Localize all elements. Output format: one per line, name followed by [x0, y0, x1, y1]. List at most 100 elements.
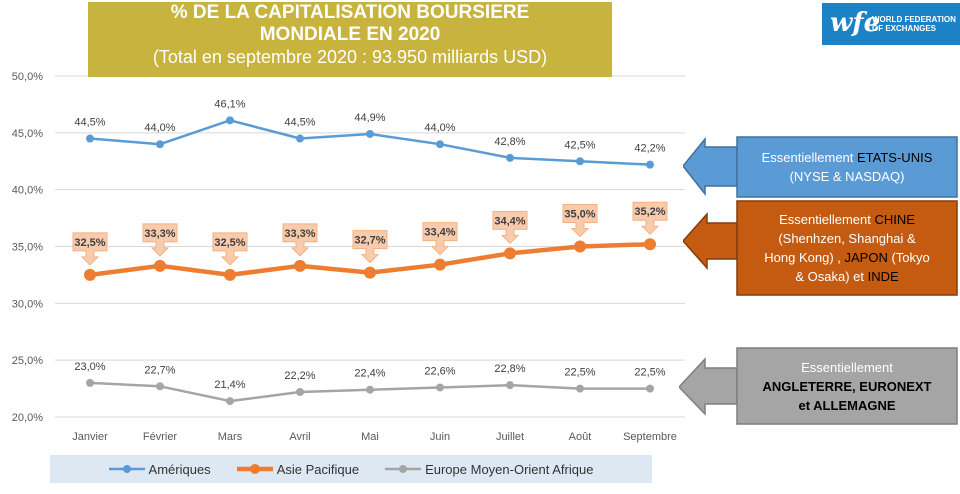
- data-label-box: [282, 223, 318, 257]
- data-point: [364, 266, 376, 279]
- data-point: [436, 383, 444, 392]
- legend-item-americas: Amériques: [108, 461, 211, 477]
- data-label: 22,5%: [564, 367, 595, 379]
- data-label: 42,8%: [494, 136, 525, 148]
- data-point: [294, 259, 306, 272]
- legend-marker-asia: [236, 464, 273, 474]
- callout-americas-highlight: ETATS-UNIS: [857, 150, 933, 165]
- x-tick-label: Juin: [430, 431, 450, 443]
- data-point: [366, 385, 374, 394]
- callout-asia-line3b: (Tokyo: [887, 250, 930, 265]
- data-label: 22,6%: [424, 365, 455, 377]
- data-point: [156, 140, 164, 149]
- legend-label-asia: Asie Pacifique: [276, 461, 360, 477]
- y-tick-label: 40,0%: [12, 185, 43, 197]
- data-label: 44,0%: [424, 122, 455, 134]
- data-point: [574, 240, 586, 253]
- data-point: [296, 387, 304, 396]
- callout-emea-shape: [679, 347, 958, 425]
- y-tick-label: 45,0%: [12, 128, 43, 140]
- data-point: [226, 397, 234, 406]
- data-point: [296, 134, 304, 143]
- x-tick-label: Avril: [289, 431, 310, 443]
- callout-americas-text: Essentiellement ETATS-UNIS (NYSE & NASDA…: [737, 137, 957, 197]
- data-point: [154, 259, 166, 272]
- callout-asia-line2: (Shenhzen, Shanghai &: [778, 231, 916, 246]
- wfe-logo-text-line1: WORLD FEDERATION: [872, 15, 956, 24]
- x-tick-label: Mars: [218, 431, 243, 443]
- legend-label-americas: Amériques: [148, 461, 211, 477]
- data-label: 22,7%: [144, 364, 175, 376]
- callout-emea-text: Essentiellement ANGLETERRE, EURONEXT et …: [737, 348, 957, 424]
- data-point: [84, 268, 96, 281]
- data-label: 34,4%: [494, 215, 525, 227]
- y-tick-label: 25,0%: [12, 355, 43, 367]
- callout-asia-highlight-japon: JAPON: [844, 250, 888, 265]
- data-label-box: [492, 210, 528, 245]
- y-tick-label: 30,0%: [12, 298, 43, 310]
- data-label: 33,4%: [424, 227, 455, 239]
- x-tick-label: Juillet: [496, 431, 524, 443]
- callout-emea-line2: ANGLETERRE, EURONEXT: [762, 378, 932, 394]
- data-point: [504, 247, 516, 260]
- data-point: [86, 378, 94, 387]
- x-tick-label: Février: [143, 431, 178, 443]
- data-label: 44,5%: [74, 117, 105, 129]
- data-label: 22,2%: [284, 370, 315, 382]
- wfe-logo-text-line2: OF EXCHANGES: [872, 24, 937, 33]
- data-point: [506, 381, 514, 390]
- chart-subtitle: (Total en septembre 2020 : 93.950 millia…: [152, 47, 548, 67]
- data-label: 22,4%: [354, 368, 385, 380]
- data-label: 44,9%: [354, 112, 385, 124]
- data-point: [644, 238, 656, 251]
- x-tick-label: Janvier: [72, 431, 108, 443]
- data-label: 42,2%: [634, 143, 665, 155]
- legend-marker-americas: [108, 465, 145, 473]
- legend-marker-emea: [385, 465, 422, 473]
- legend-item-asia: Asie Pacifique: [236, 461, 360, 477]
- data-label: 21,4%: [214, 379, 245, 391]
- callout-asia-text: Essentiellement CHINE (Shenhzen, Shangha…: [737, 201, 957, 295]
- data-label: 44,5%: [284, 117, 315, 129]
- data-point: [86, 134, 94, 143]
- y-tick-label: 50,0%: [12, 71, 43, 83]
- callout-americas-line2: (NYSE & NASDAQ): [789, 169, 905, 184]
- callout-asia-line3a: Hong Kong) ,: [764, 250, 845, 265]
- legend-item-emea: Europe Moyen-Orient Afrique: [385, 462, 593, 477]
- data-label: 42,5%: [564, 139, 595, 151]
- data-label-box: [422, 222, 458, 256]
- data-point: [646, 160, 654, 169]
- data-point: [434, 258, 446, 271]
- callout-asia-highlight-inde: INDE: [867, 269, 899, 284]
- legend-label-emea: Europe Moyen-Orient Afrique: [425, 461, 594, 477]
- data-point: [436, 140, 444, 149]
- wfe-logo: wfe WORLD FEDERATION OF EXCHANGES: [822, 3, 960, 45]
- chart-title-line2: MONDIALE EN 2020: [259, 24, 441, 45]
- chart-legend: Amériques Asie Pacifique Europe Moyen-Or…: [50, 455, 652, 483]
- chart-title-line1: % DE LA CAPITALISATION BOURSIERE: [170, 2, 530, 23]
- chart-title-box: % DE LA CAPITALISATION BOURSIERE MONDIAL…: [88, 2, 612, 77]
- callout-americas-shape: [683, 136, 958, 198]
- data-label: 32,5%: [74, 237, 105, 249]
- data-label: 32,5%: [214, 237, 245, 249]
- data-label-box: [562, 204, 598, 238]
- data-point: [576, 157, 584, 166]
- callout-emea-line3: et ALLEMAGNE: [798, 397, 896, 413]
- data-label: 23,0%: [74, 361, 105, 373]
- data-point: [646, 384, 654, 393]
- y-tick-label: 35,0%: [12, 242, 43, 254]
- data-point: [506, 153, 514, 162]
- data-label: 33,3%: [284, 228, 315, 240]
- x-tick-label: Mai: [361, 431, 379, 443]
- data-label: 35,0%: [564, 209, 595, 221]
- callout-asia-line4a: & Osaka) et: [795, 269, 868, 284]
- wfe-logo-text: WORLD FEDERATION OF EXCHANGES: [872, 15, 956, 33]
- data-label: 35,2%: [634, 206, 665, 218]
- x-tick-label: Septembre: [623, 431, 677, 443]
- callout-americas-prefix: Essentiellement: [761, 150, 858, 165]
- data-point: [576, 384, 584, 393]
- x-tick-label: Août: [569, 431, 592, 443]
- data-label: 33,3%: [144, 228, 175, 240]
- data-label-box: [72, 232, 108, 266]
